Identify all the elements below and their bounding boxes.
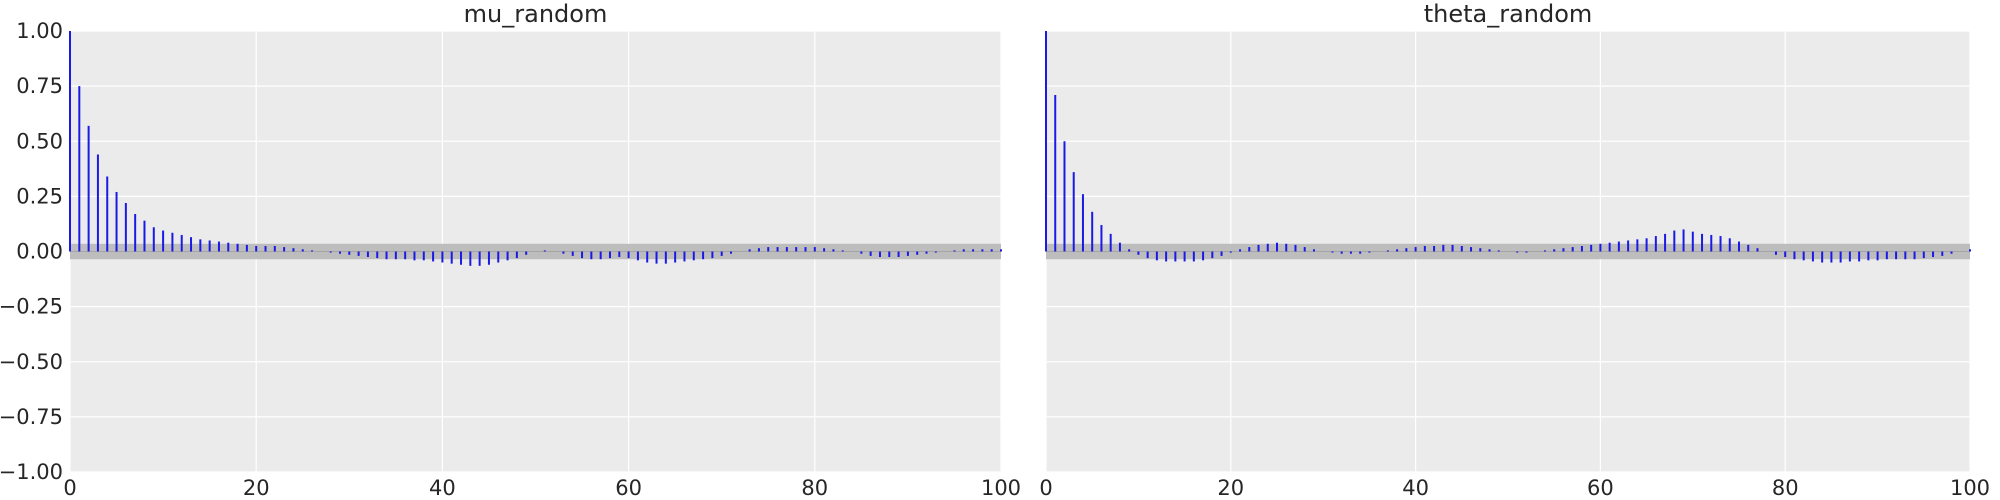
x-tick-label: 100 <box>981 476 1021 500</box>
y-tick-label: −1.00 <box>0 460 63 484</box>
y-tick-label: 0.50 <box>16 129 63 153</box>
x-tick-label: 0 <box>63 476 76 500</box>
x-tick-label: 20 <box>1217 476 1244 500</box>
y-tick-label: 0.00 <box>16 240 63 264</box>
y-tick-label: −0.50 <box>0 350 63 374</box>
x-tick-label: 0 <box>1039 476 1052 500</box>
y-tick-label: −0.25 <box>0 295 63 319</box>
y-tick-label: 1.00 <box>16 19 63 43</box>
x-tick-label: 40 <box>429 476 456 500</box>
x-tick-label: 40 <box>1402 476 1429 500</box>
x-tick-label: 60 <box>1587 476 1614 500</box>
x-tick-label: 80 <box>801 476 828 500</box>
panel-theta-random: theta_random 0 20 40 60 80 100 <box>1039 0 1990 500</box>
x-tick-label: 20 <box>243 476 270 500</box>
y-tick-label: 0.25 <box>16 184 63 208</box>
x-tick-label: 100 <box>1950 476 1990 500</box>
x-tick-label: 60 <box>615 476 642 500</box>
chart-title: theta_random <box>1424 0 1593 28</box>
x-tick-label: 80 <box>1772 476 1799 500</box>
y-tick-label: −0.75 <box>0 405 63 429</box>
panel-mu-random: mu_random 1.00 0.75 0.50 0.25 0.00 −0.25 −0.50… <box>0 0 1021 500</box>
y-tick-label: 0.75 <box>16 74 63 98</box>
chart-title: mu_random <box>464 0 608 28</box>
